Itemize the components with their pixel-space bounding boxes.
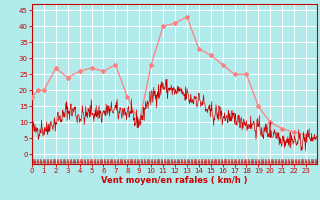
X-axis label: Vent moyen/en rafales ( km/h ): Vent moyen/en rafales ( km/h )	[101, 176, 248, 185]
